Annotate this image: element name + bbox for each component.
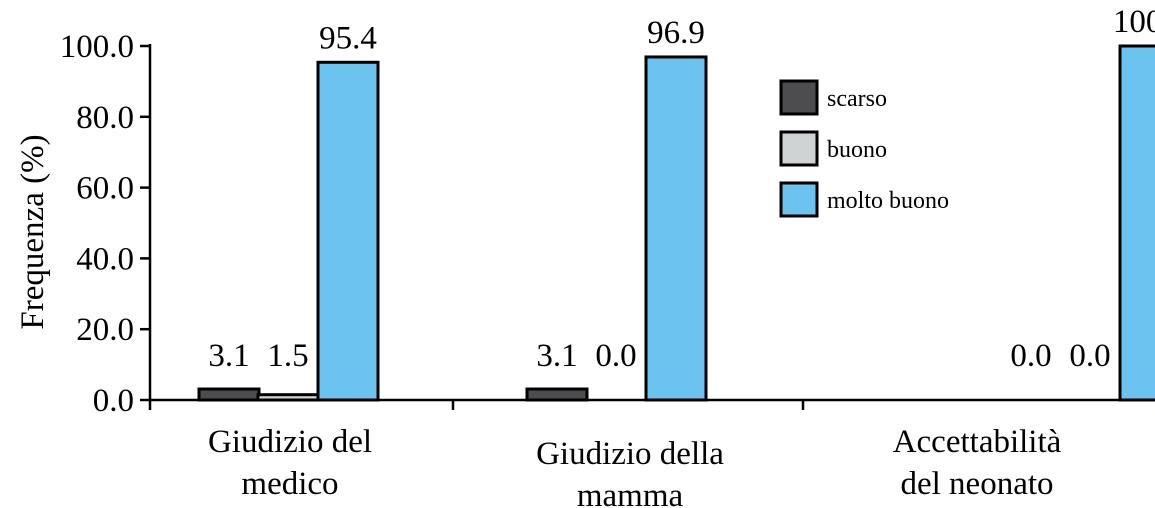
category-label-3-line-2: del neonato — [900, 466, 1053, 502]
data-labels-group: 3.1 3.1 0.0 1.5 0.0 0.0 95.4 96.9 100.0 — [208, 4, 1155, 374]
category-labels-group: Giudizio del medico Giudizio della mamma Acc… — [208, 424, 1062, 508]
category-label-1-line-2: medico — [241, 466, 338, 502]
data-label-buono-1: 1.5 — [267, 338, 308, 374]
data-label-molto-buono-1: 95.4 — [319, 20, 377, 56]
data-label-scarso-1: 3.1 — [208, 338, 249, 374]
legend-swatch-scarso — [779, 79, 819, 116]
category-label-2-line-2: mamma — [577, 478, 684, 508]
legend-label-scarso: scarso — [827, 86, 887, 112]
bar-molto-buono-1 — [316, 60, 380, 402]
y-tick-label-2: 40.0 — [76, 241, 134, 277]
category-label-1-line-1: Giudizio del — [208, 424, 372, 460]
y-ticks-group: 0.0 20.0 40.0 60.0 80.0 100.0 — [60, 29, 150, 419]
data-label-molto-buono-2: 96.9 — [647, 15, 705, 51]
legend-swatch-buono — [779, 130, 819, 167]
bar-molto-buono-2 — [644, 55, 708, 402]
data-label-buono-3: 0.0 — [1069, 338, 1110, 374]
bar-molto-buono-3 — [1118, 44, 1155, 402]
category-label-2-line-1: Giudizio della — [536, 436, 724, 472]
axes-group — [148, 44, 1155, 410]
y-tick-label-0: 0.0 — [93, 383, 134, 419]
data-label-scarso-3: 0.0 — [1010, 338, 1051, 374]
y-tick-label-3: 60.0 — [76, 171, 134, 207]
data-label-molto-buono-3: 100.0 — [1113, 4, 1155, 40]
legend: scarso buono molto buono — [779, 79, 949, 218]
legend-swatch-molto-buono — [779, 181, 819, 218]
data-label-scarso-2: 3.1 — [536, 338, 577, 374]
legend-label-buono: buono — [827, 137, 887, 163]
category-label-3-line-1: Accettabilità — [893, 424, 1062, 460]
legend-label-molto-buono: molto buono — [827, 188, 949, 214]
bar-scarso-1 — [197, 387, 261, 402]
y-tick-label-4: 80.0 — [76, 100, 134, 136]
data-label-buono-2: 0.0 — [595, 338, 636, 374]
bar-scarso-2 — [525, 387, 589, 402]
y-axis-title: Frequenza (%) — [15, 134, 51, 329]
y-tick-label-1: 20.0 — [76, 312, 134, 348]
y-tick-label-5: 100.0 — [60, 29, 134, 65]
